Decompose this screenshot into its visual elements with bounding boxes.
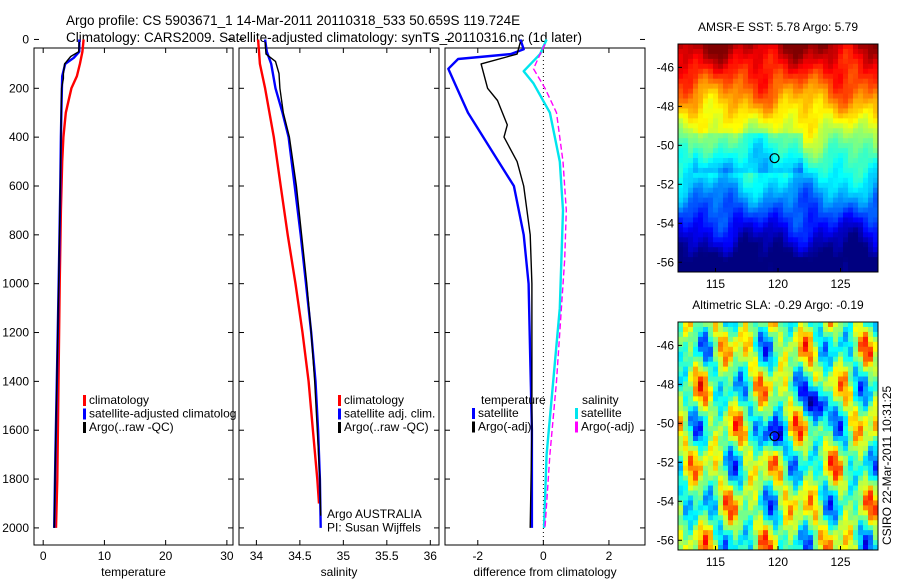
x-tick-label: 125 xyxy=(830,555,850,569)
legend-label: satellite xyxy=(581,406,622,420)
sst-field xyxy=(678,44,879,273)
y-tick-label: -50 xyxy=(657,416,675,430)
y-tick-label: 200 xyxy=(9,81,29,95)
y-tick-label: -46 xyxy=(657,60,675,74)
title-line-2: Climatology: CARS2009. Satellite-adjuste… xyxy=(66,30,583,45)
y-tick-label: 600 xyxy=(9,179,29,193)
y-tick-label: -54 xyxy=(657,494,675,508)
y-tick-label: 400 xyxy=(9,130,29,144)
x-tick-label: 20 xyxy=(159,549,173,563)
legend-label: Argo(-adj) xyxy=(478,420,531,434)
y-tick-label: 2000 xyxy=(2,521,29,535)
map-title: AMSR-E SST: 5.78 Argo: 5.79 xyxy=(698,20,858,34)
series-line-climatology xyxy=(54,39,85,528)
sla-field xyxy=(678,322,879,551)
x-axis-label: salinity xyxy=(321,565,358,579)
x-tick-label: 0 xyxy=(40,549,47,563)
y-tick-label: 1400 xyxy=(2,374,29,388)
series-line-salinity-satellite xyxy=(522,39,565,528)
legend-label: Argo(-adj) xyxy=(581,420,634,434)
figure-title: Argo profile: CS 5903671_1 14-Mar-2011 2… xyxy=(66,12,582,46)
panel-annotation: Argo AUSTRALIA xyxy=(327,507,422,521)
y-tick-label: -50 xyxy=(657,138,675,152)
legend-swatch xyxy=(575,408,578,419)
legend-label: Argo(..raw -QC) xyxy=(344,420,429,434)
x-tick-label: 115 xyxy=(706,555,725,569)
legend-swatch xyxy=(338,422,341,433)
legend-label: climatology xyxy=(344,393,404,407)
x-tick-label: 35 xyxy=(337,549,351,563)
x-tick-label: 30 xyxy=(220,549,234,563)
x-tick-label: 34 xyxy=(250,549,264,563)
legend-swatch xyxy=(83,408,86,420)
legend-label: satellite xyxy=(478,406,519,420)
x-tick-label: 2 xyxy=(606,549,613,563)
y-tick-label: 800 xyxy=(9,228,29,242)
panel-annotation: PI: Susan Wijffels xyxy=(327,521,421,535)
series-line-temperature-argo-adj- xyxy=(480,41,533,528)
legend-label: satellite-adjusted climatolog xyxy=(89,407,236,421)
series-line-argo-raw-qc- xyxy=(264,41,322,516)
legend-swatch xyxy=(338,408,341,420)
argo-position-marker xyxy=(769,153,780,164)
x-tick-label: 35.5 xyxy=(375,549,399,563)
temperature-panel: 0 10 20 30 0 200 400 600 800 1000 1200 1400 1600 1800… xyxy=(2,32,236,579)
argo-position-marker xyxy=(769,431,780,442)
x-tick-label: 120 xyxy=(768,555,788,569)
x-tick-label: 120 xyxy=(768,277,788,291)
y-tick-label: -52 xyxy=(657,177,675,191)
legend-swatch xyxy=(575,421,578,433)
y-tick-label: -52 xyxy=(657,455,675,469)
y-tick-label: 1000 xyxy=(2,277,29,291)
y-tick-label: -56 xyxy=(657,255,675,269)
legend-swatch xyxy=(83,422,86,433)
x-tick-label: 36 xyxy=(424,549,438,563)
y-tick-label: -54 xyxy=(657,216,675,230)
y-tick-label: 1800 xyxy=(2,472,29,486)
y-tick-label: 1200 xyxy=(2,326,29,340)
series-line-climatology xyxy=(256,39,321,504)
legend-label: Argo(..raw -QC) xyxy=(89,420,174,434)
y-tick-label: -46 xyxy=(657,338,675,352)
x-tick-label: -2 xyxy=(472,549,483,563)
x-axis-label: difference from climatology xyxy=(473,565,616,579)
legend-title: temperature xyxy=(481,393,546,407)
series-line-temperature-satellite xyxy=(447,39,534,528)
x-tick-label: 0 xyxy=(540,549,547,563)
csiro-timestamp: CSIRO 22-Mar-2011 10:31:25 xyxy=(880,385,894,545)
y-tick-label: -56 xyxy=(657,533,675,547)
y-tick-label: -48 xyxy=(657,99,675,113)
x-tick-label: 34.5 xyxy=(288,549,312,563)
series-line-argo-raw-qc- xyxy=(53,41,80,528)
legend-swatch xyxy=(472,408,475,419)
legend-title: salinity xyxy=(582,393,619,407)
legend-swatch xyxy=(338,395,341,406)
legend-swatch xyxy=(83,395,86,406)
plot-frame xyxy=(238,47,440,546)
salinity-panel: 34 34.5 35 35.5 36 salinity climatologysatelli… xyxy=(238,38,440,579)
sla-map-panel: 115 120 125 -46 -48 -50 -52 -54 -56 Altimetric SL… xyxy=(657,298,879,569)
title-line-1: Argo profile: CS 5903671_1 14-Mar-2011 2… xyxy=(66,13,521,28)
x-tick-label: 10 xyxy=(98,549,112,563)
x-tick-label: 115 xyxy=(706,277,725,291)
x-axis-label: temperature xyxy=(101,565,166,579)
legend-label: climatology xyxy=(89,393,149,407)
x-tick-label: 125 xyxy=(830,277,850,291)
series-line-satellite-adj-clim- xyxy=(263,39,322,528)
plot-frame xyxy=(444,47,646,546)
y-tick-label: 1600 xyxy=(2,423,29,437)
plot-frame xyxy=(33,47,234,546)
difference-panel: -2 0 2 difference from climatology temperatu… xyxy=(444,38,646,579)
legend-swatch xyxy=(472,421,475,433)
legend-label: satellite adj. clim. xyxy=(344,407,435,421)
sst-map-panel: 115 120 125 -46 -48 -50 -52 -54 -56 AMSR-E SST: 5… xyxy=(657,20,879,291)
y-tick-label: -48 xyxy=(657,377,675,391)
y-tick-label: 0 xyxy=(22,32,29,46)
map-title: Altimetric SLA: -0.29 Argo: -0.19 xyxy=(692,298,864,312)
